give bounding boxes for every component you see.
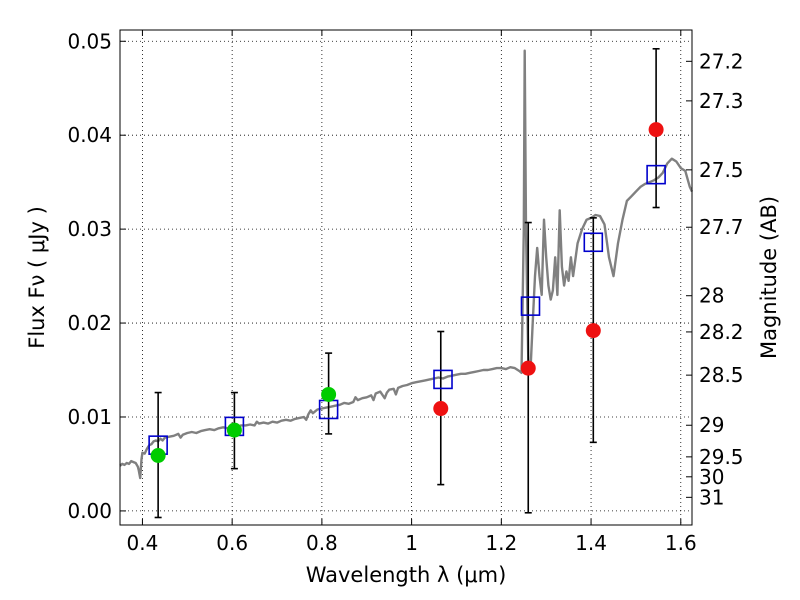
x-tick-label: 1.6	[665, 531, 697, 555]
x-tick-label: 1	[405, 531, 418, 555]
detection-point	[226, 422, 242, 438]
y-tick-label: 0.02	[67, 311, 112, 335]
non-detection-point	[585, 323, 601, 339]
x-tick-label: 0.8	[306, 531, 338, 555]
x-tick-label: 0.6	[216, 531, 248, 555]
y-tick-label: 0.04	[67, 123, 112, 147]
model-photometry-square	[583, 232, 604, 253]
tick-layer: 0.4 0.6 0.8 1 1.2 1.4 1.6 0.00 0.01 0.02 0.03 0.04 0…	[67, 29, 743, 555]
non-detection-point	[520, 360, 536, 376]
model-photometry-square	[433, 369, 453, 390]
x-tick-label: 1.2	[485, 531, 517, 555]
y-tick-label: 0.03	[67, 217, 112, 241]
y-tick-label: 0.01	[67, 405, 112, 429]
x-tick-label: 1.4	[575, 531, 607, 555]
y-tick-label: 0.05	[67, 29, 112, 53]
y-axis-label: Flux Fν ( μJy )	[25, 206, 49, 349]
detection-point	[150, 447, 166, 463]
grid	[120, 30, 692, 525]
magnitude-tick-label: 27.7	[699, 215, 744, 239]
plot-frame	[119, 29, 693, 526]
magnitude-tick-label: 28.5	[699, 363, 744, 387]
model-spectrum-line	[119, 49, 694, 480]
marker-layer	[148, 122, 666, 463]
non-detection-point	[648, 122, 664, 138]
magnitude-tick-label: 27.2	[699, 49, 744, 73]
model-spectrum-layer	[119, 49, 694, 480]
magnitude-tick-label: 29	[699, 413, 724, 437]
magnitude-tick-label: 27.3	[699, 89, 744, 113]
detection-point	[321, 386, 337, 402]
non-detection-point	[433, 401, 449, 417]
model-photometry-square	[646, 164, 666, 185]
magnitude-tick-label: 27.5	[699, 158, 744, 182]
x-axis-label: Wavelength λ (μm)	[306, 563, 507, 587]
y-tick-label: 0.00	[67, 499, 112, 523]
magnitude-tick-label: 28.2	[699, 320, 744, 344]
model-photometry-square	[520, 296, 541, 316]
magnitude-tick-label: 30	[699, 465, 724, 489]
magnitude-axis-label: Magnitude (AB)	[757, 196, 781, 359]
magnitude-tick-label: 31	[699, 485, 724, 509]
magnitude-tick-label: 28	[699, 284, 724, 308]
error-bar-layer	[154, 47, 660, 519]
x-tick-label: 0.4	[127, 531, 159, 555]
magnitude-tick-label: 29.5	[699, 445, 744, 469]
